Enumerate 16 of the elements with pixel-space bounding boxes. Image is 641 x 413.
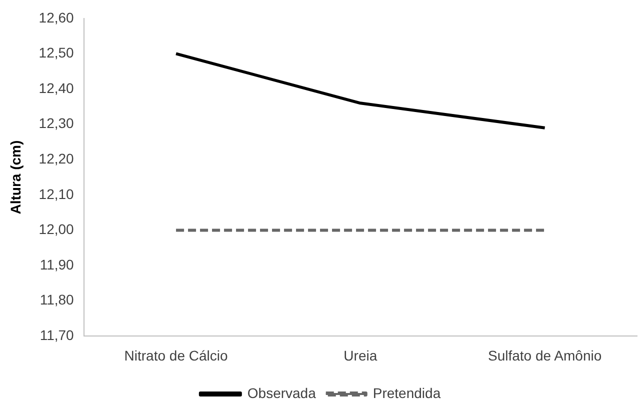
legend-label: Pretendida bbox=[372, 384, 441, 401]
y-tick-label: 12,10 bbox=[38, 186, 74, 202]
y-tick-label: 11,70 bbox=[40, 327, 74, 344]
y-tick-label: 12,30 bbox=[38, 115, 74, 132]
x-tick-label: Sulfato de Amônio bbox=[488, 347, 602, 364]
x-tick-label: Nitrato de Cálcio bbox=[124, 347, 228, 364]
y-axis-title: Altura (cm) bbox=[7, 140, 24, 214]
y-tick-label: 11,80 bbox=[40, 292, 74, 308]
legend-label: Observada bbox=[247, 384, 316, 401]
y-tick-label: 12,40 bbox=[38, 80, 74, 96]
x-tick-label: Ureia bbox=[344, 347, 378, 364]
y-tick-label: 12,60 bbox=[38, 9, 74, 26]
y-tick-label: 12,50 bbox=[38, 44, 74, 61]
y-tick-label: 11,90 bbox=[40, 256, 74, 272]
y-tick-label: 12,20 bbox=[38, 150, 74, 167]
y-tick-label: 12,00 bbox=[38, 221, 74, 238]
